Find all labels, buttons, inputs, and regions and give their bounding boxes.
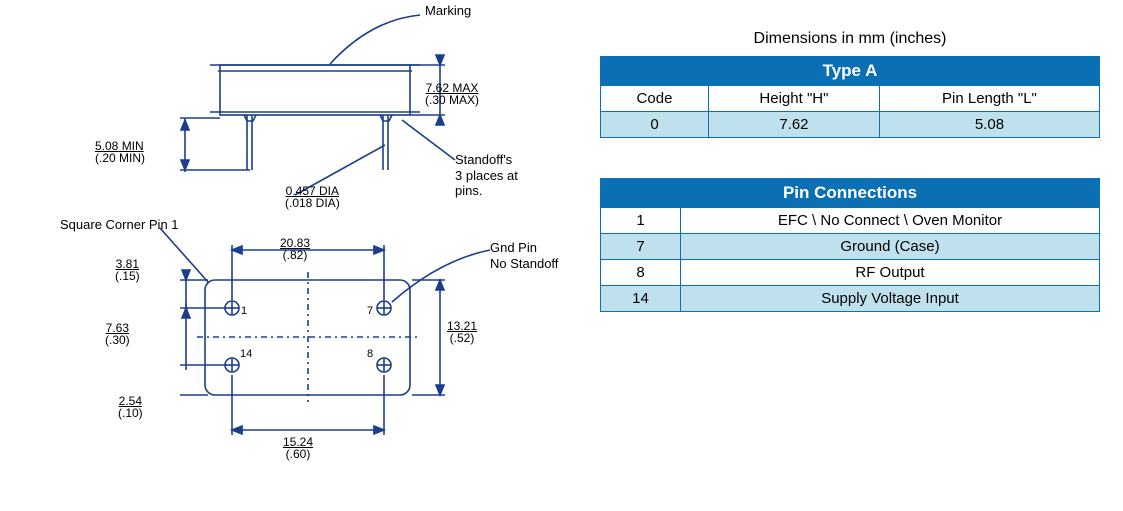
dim-5-08-min: 5.08 MIN (.20 MIN) bbox=[95, 140, 145, 164]
pin-7-label: 7 bbox=[367, 305, 373, 318]
dim-7-63: 7.63 (.30) bbox=[105, 322, 130, 346]
pin-row-1-desc: EFC \ No Connect \ Oven Monitor bbox=[681, 208, 1100, 234]
pin-14-label: 14 bbox=[240, 348, 252, 361]
dim-13-21: 13.21 (.52) bbox=[447, 320, 477, 344]
pin-row-1-num: 1 bbox=[601, 208, 681, 234]
dim-3-81: 3.81 (.15) bbox=[115, 258, 140, 282]
code-cell: 0 bbox=[601, 112, 709, 138]
standoff-note: Standoff's3 places atpins. bbox=[455, 152, 518, 199]
dim-2-54: 2.54 (.10) bbox=[118, 395, 143, 419]
height-cell: 7.62 bbox=[708, 112, 879, 138]
pin-row-8-num: 8 bbox=[601, 260, 681, 286]
pinlen-cell: 5.08 bbox=[879, 112, 1099, 138]
dim-0-457-dia: 0.457 DIA (.018 DIA) bbox=[285, 185, 340, 209]
marking-label: Marking bbox=[425, 3, 471, 19]
mechanical-drawing: Marking 7.62 MAX (.30 MAX) Standoff's3 p… bbox=[0, 0, 600, 511]
pin-row-14-num: 14 bbox=[601, 286, 681, 312]
col-pinlen: Pin Length "L" bbox=[879, 86, 1099, 112]
square-corner-label: Square Corner Pin 1 bbox=[60, 217, 179, 233]
gnd-pin-label: Gnd PinNo Standoff bbox=[490, 240, 558, 271]
col-height: Height "H" bbox=[708, 86, 879, 112]
pin-row-7-num: 7 bbox=[601, 234, 681, 260]
pin-row-8-desc: RF Output bbox=[681, 260, 1100, 286]
dim-20-83: 20.83 (.82) bbox=[280, 237, 310, 261]
pin-row-14-desc: Supply Voltage Input bbox=[681, 286, 1100, 312]
pin-row-7-desc: Ground (Case) bbox=[681, 234, 1100, 260]
dim-7-62-max: 7.62 MAX (.30 MAX) bbox=[425, 82, 479, 106]
type-a-title: Type A bbox=[601, 57, 1100, 86]
pin-connections-table: Pin Connections 1 EFC \ No Connect \ Ove… bbox=[600, 178, 1100, 312]
pin-conn-title: Pin Connections bbox=[601, 179, 1100, 208]
dimensions-caption: Dimensions in mm (inches) bbox=[600, 30, 1100, 48]
pin-1-label: 1 bbox=[241, 305, 247, 318]
pin-8-label: 8 bbox=[367, 348, 373, 361]
col-code: Code bbox=[601, 86, 709, 112]
type-a-table: Type A Code Height "H" Pin Length "L" 0 … bbox=[600, 56, 1100, 138]
dim-15-24: 15.24 (.60) bbox=[283, 436, 313, 460]
